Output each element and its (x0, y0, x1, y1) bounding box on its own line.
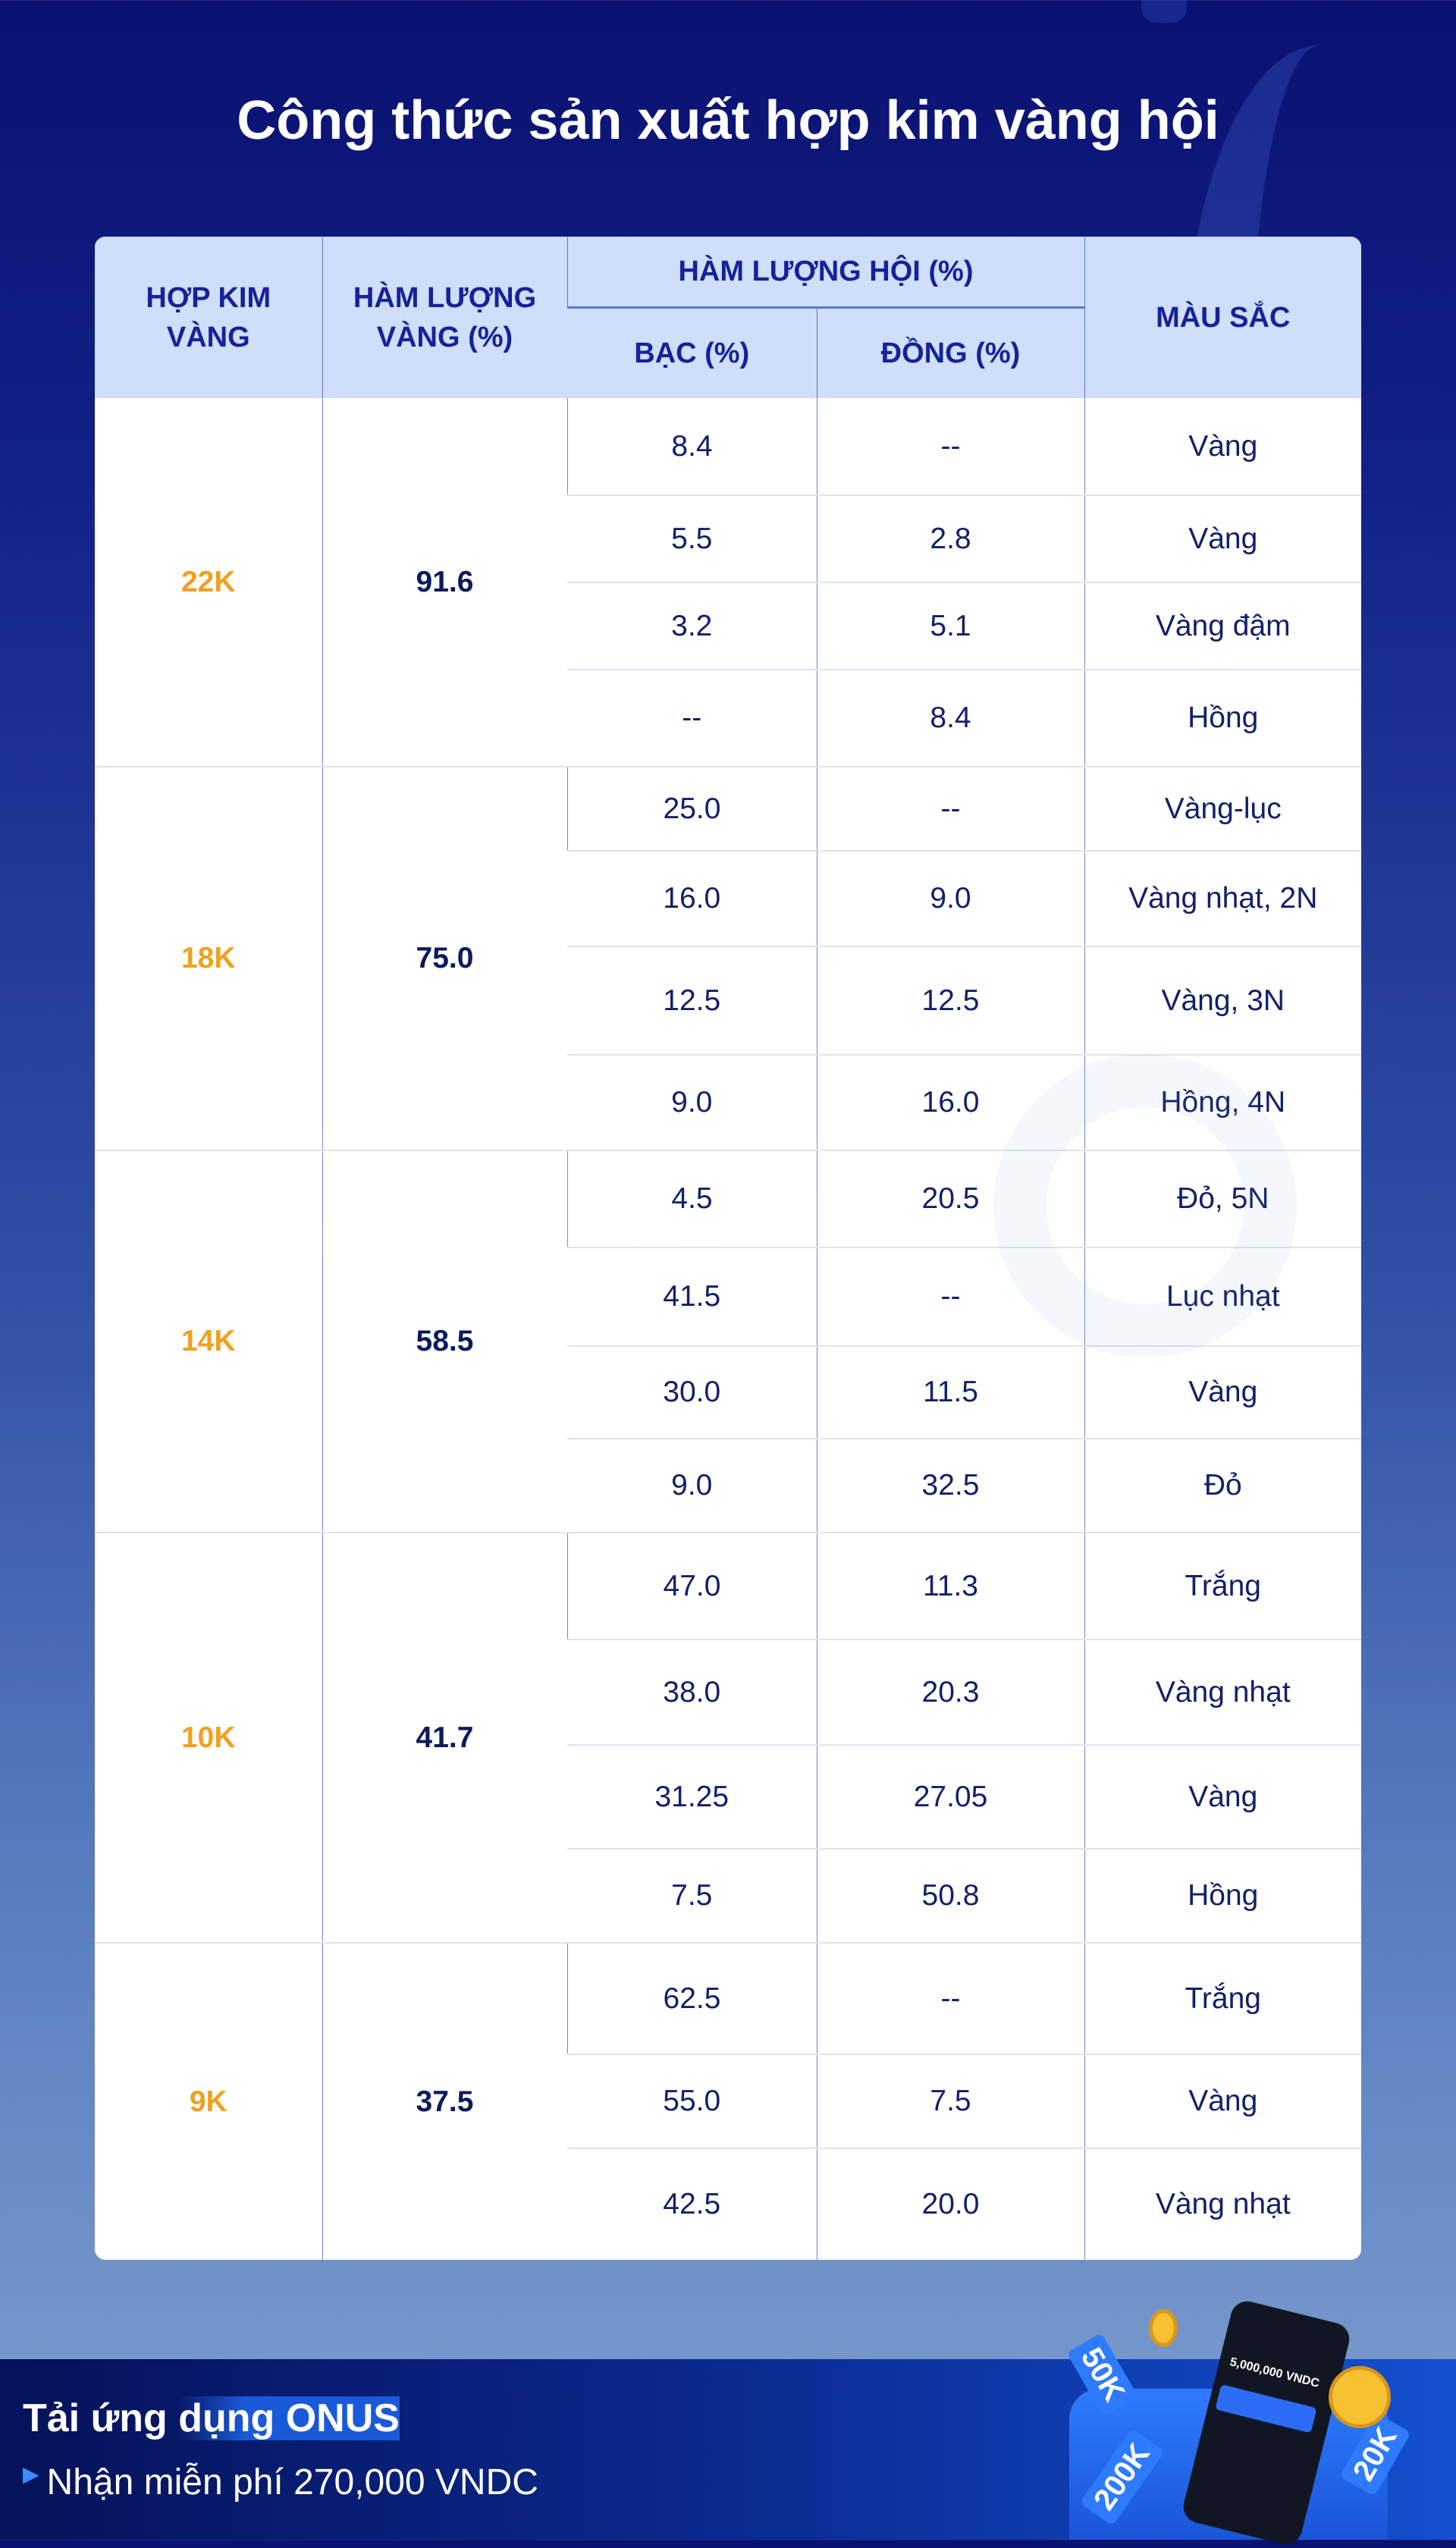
silver-cell: 7.5 (567, 1848, 817, 1943)
table-row: 30.0 11.5 Vàng (95, 1345, 1361, 1439)
karat-cell: 9K (95, 1942, 322, 2260)
table-row: 42.5 20.0 Vàng nhạt (95, 2148, 1361, 2260)
gold-content-cell: 58.5 (322, 1150, 567, 1533)
table-row: 22K 91.6 8.4 -- Vàng (95, 398, 1361, 767)
decor-shape (1141, 0, 1187, 23)
color-cell: Vàng (1084, 398, 1361, 495)
table-row: 5.5 2.8 Vàng (95, 494, 1361, 582)
copper-cell: 7.5 (816, 2054, 1084, 2148)
header-copper: ĐỒNG (%) (816, 306, 1084, 398)
color-cell: Vàng-lục (1084, 766, 1361, 851)
page-title: Công thức sản xuất hợp kim vàng hội (237, 90, 1219, 151)
copper-cell: 11.5 (816, 1345, 1084, 1439)
color-cell: Vàng đậm (1084, 582, 1361, 670)
silver-cell: 31.25 (567, 1744, 817, 1849)
silver-cell: 8.4 (566, 398, 817, 495)
table-row: 12.5 12.5 Vàng, 3N (95, 946, 1361, 1055)
copper-cell: 50.8 (816, 1848, 1084, 1943)
karat-cell: 18K (95, 766, 322, 1150)
table-row: 9K 37.5 62.5 -- Trắng (95, 1942, 1361, 2260)
color-cell: Vàng nhạt (1084, 2148, 1361, 2260)
copper-cell: 20.3 (816, 1639, 1084, 1745)
table-row: 10K 41.7 47.0 11.3 Trắng (95, 1532, 1361, 1943)
table-row: 18K 75.0 25.0 -- Vàng-lục (95, 766, 1361, 1150)
color-cell: Vàng, 3N (1084, 946, 1361, 1055)
table-row: 55.0 7.5 Vàng (95, 2054, 1361, 2148)
silver-cell: 9.0 (567, 1054, 817, 1150)
color-cell: Vàng (1084, 1744, 1361, 1849)
table-row: 3.2 5.1 Vàng đậm (95, 582, 1361, 670)
silver-cell: 3.2 (567, 582, 817, 670)
table-row: 38.0 20.3 Vàng nhạt (95, 1639, 1361, 1745)
silver-cell: 41.5 (567, 1247, 817, 1346)
header-alloy-content: HÀM LƯỢNG HỘI (%) (566, 237, 1084, 307)
karat-cell: 10K (95, 1532, 322, 1943)
silver-cell: 4.5 (566, 1150, 817, 1247)
color-cell: Hồng (1084, 669, 1361, 767)
table-row: -- 8.4 Hồng (95, 669, 1361, 767)
banner-title: Tải ứng dụng ONUS (23, 2396, 400, 2440)
copper-cell: -- (816, 1942, 1084, 2054)
coin-icon (1149, 2309, 1178, 2347)
table-row: 31.25 27.05 Vàng (95, 1744, 1361, 1849)
color-cell: Vàng nhạt (1084, 1639, 1361, 1745)
copper-cell: 27.05 (816, 1744, 1084, 1849)
table-row: 9.0 32.5 Đỏ (95, 1438, 1361, 1533)
silver-cell: 12.5 (567, 946, 817, 1055)
color-cell: Hồng (1084, 1848, 1361, 1943)
table-row: 16.0 9.0 Vàng nhạt, 2N (95, 850, 1361, 946)
silver-cell: 62.5 (566, 1942, 817, 2054)
triangle-bullet-icon: ▶ (23, 2462, 39, 2486)
gold-content-cell: 41.7 (322, 1532, 567, 1943)
karat-cell: 22K (180, 565, 236, 598)
silver-cell: 42.5 (567, 2148, 817, 2260)
table-row: 7.5 50.8 Hồng (95, 1848, 1361, 1943)
header-silver: BẠC (%) (567, 306, 817, 398)
silver-cell: 25.0 (566, 766, 817, 851)
color-cell: Vàng nhạt, 2N (1084, 850, 1361, 946)
coin-icon (1329, 2366, 1391, 2428)
header-alloy: HỢP KIM VÀNG (95, 237, 322, 398)
silver-cell: 5.5 (567, 494, 817, 582)
copper-cell: 20.0 (816, 2148, 1084, 2260)
copper-cell: 9.0 (816, 850, 1084, 946)
copper-cell: 2.8 (816, 494, 1084, 582)
copper-cell: 12.5 (816, 946, 1084, 1055)
header-color: MÀU SẮC (1084, 237, 1361, 398)
copper-cell: -- (816, 398, 1084, 495)
watermark-ring (993, 1054, 1297, 1357)
copper-cell: 5.1 (816, 582, 1084, 670)
silver-cell: -- (567, 669, 817, 767)
color-cell: Đỏ (1084, 1438, 1361, 1533)
silver-cell: 47.0 (566, 1532, 817, 1640)
silver-cell: 16.0 (567, 850, 817, 946)
banner-subtitle: ▶ Nhận miễn phí 270,000 VNDC (23, 2462, 538, 2502)
karat-cell: 14K (95, 1150, 322, 1533)
silver-cell: 9.0 (567, 1438, 817, 1533)
copper-cell: 32.5 (816, 1438, 1084, 1533)
gold-content-cell: 91.6 (322, 398, 567, 767)
copper-cell: 8.4 (816, 669, 1084, 767)
color-cell: Trắng (1084, 1532, 1361, 1640)
silver-cell: 38.0 (567, 1639, 817, 1745)
color-cell: Trắng (1084, 1942, 1361, 2054)
silver-cell: 55.0 (567, 2054, 817, 2148)
gold-content-cell: 75.0 (322, 766, 567, 1150)
color-cell: Vàng (1084, 494, 1361, 582)
header-gold-content: HÀM LƯỢNG VÀNG (%) (322, 237, 567, 398)
copper-cell: 11.3 (816, 1532, 1084, 1640)
silver-cell: 30.0 (567, 1345, 817, 1439)
color-cell: Vàng (1084, 2054, 1361, 2148)
color-cell: Vàng (1084, 1345, 1361, 1439)
gold-content-cell: 37.5 (322, 1942, 567, 2260)
copper-cell: -- (816, 766, 1084, 851)
